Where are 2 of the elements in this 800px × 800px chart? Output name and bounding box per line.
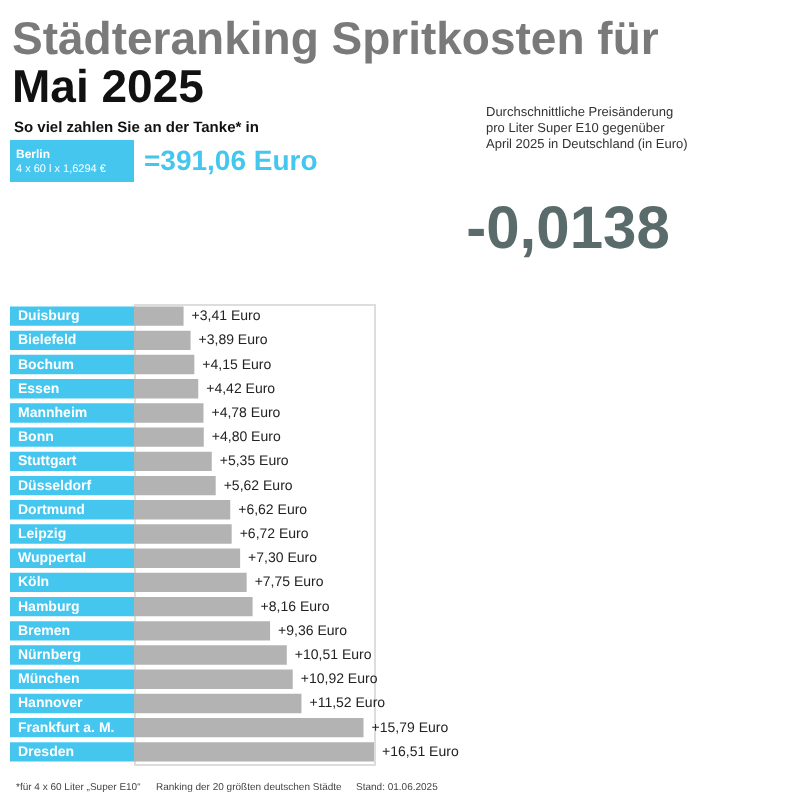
text: -0,0138 [466, 196, 670, 262]
text: =391,06 Euro [144, 144, 318, 176]
